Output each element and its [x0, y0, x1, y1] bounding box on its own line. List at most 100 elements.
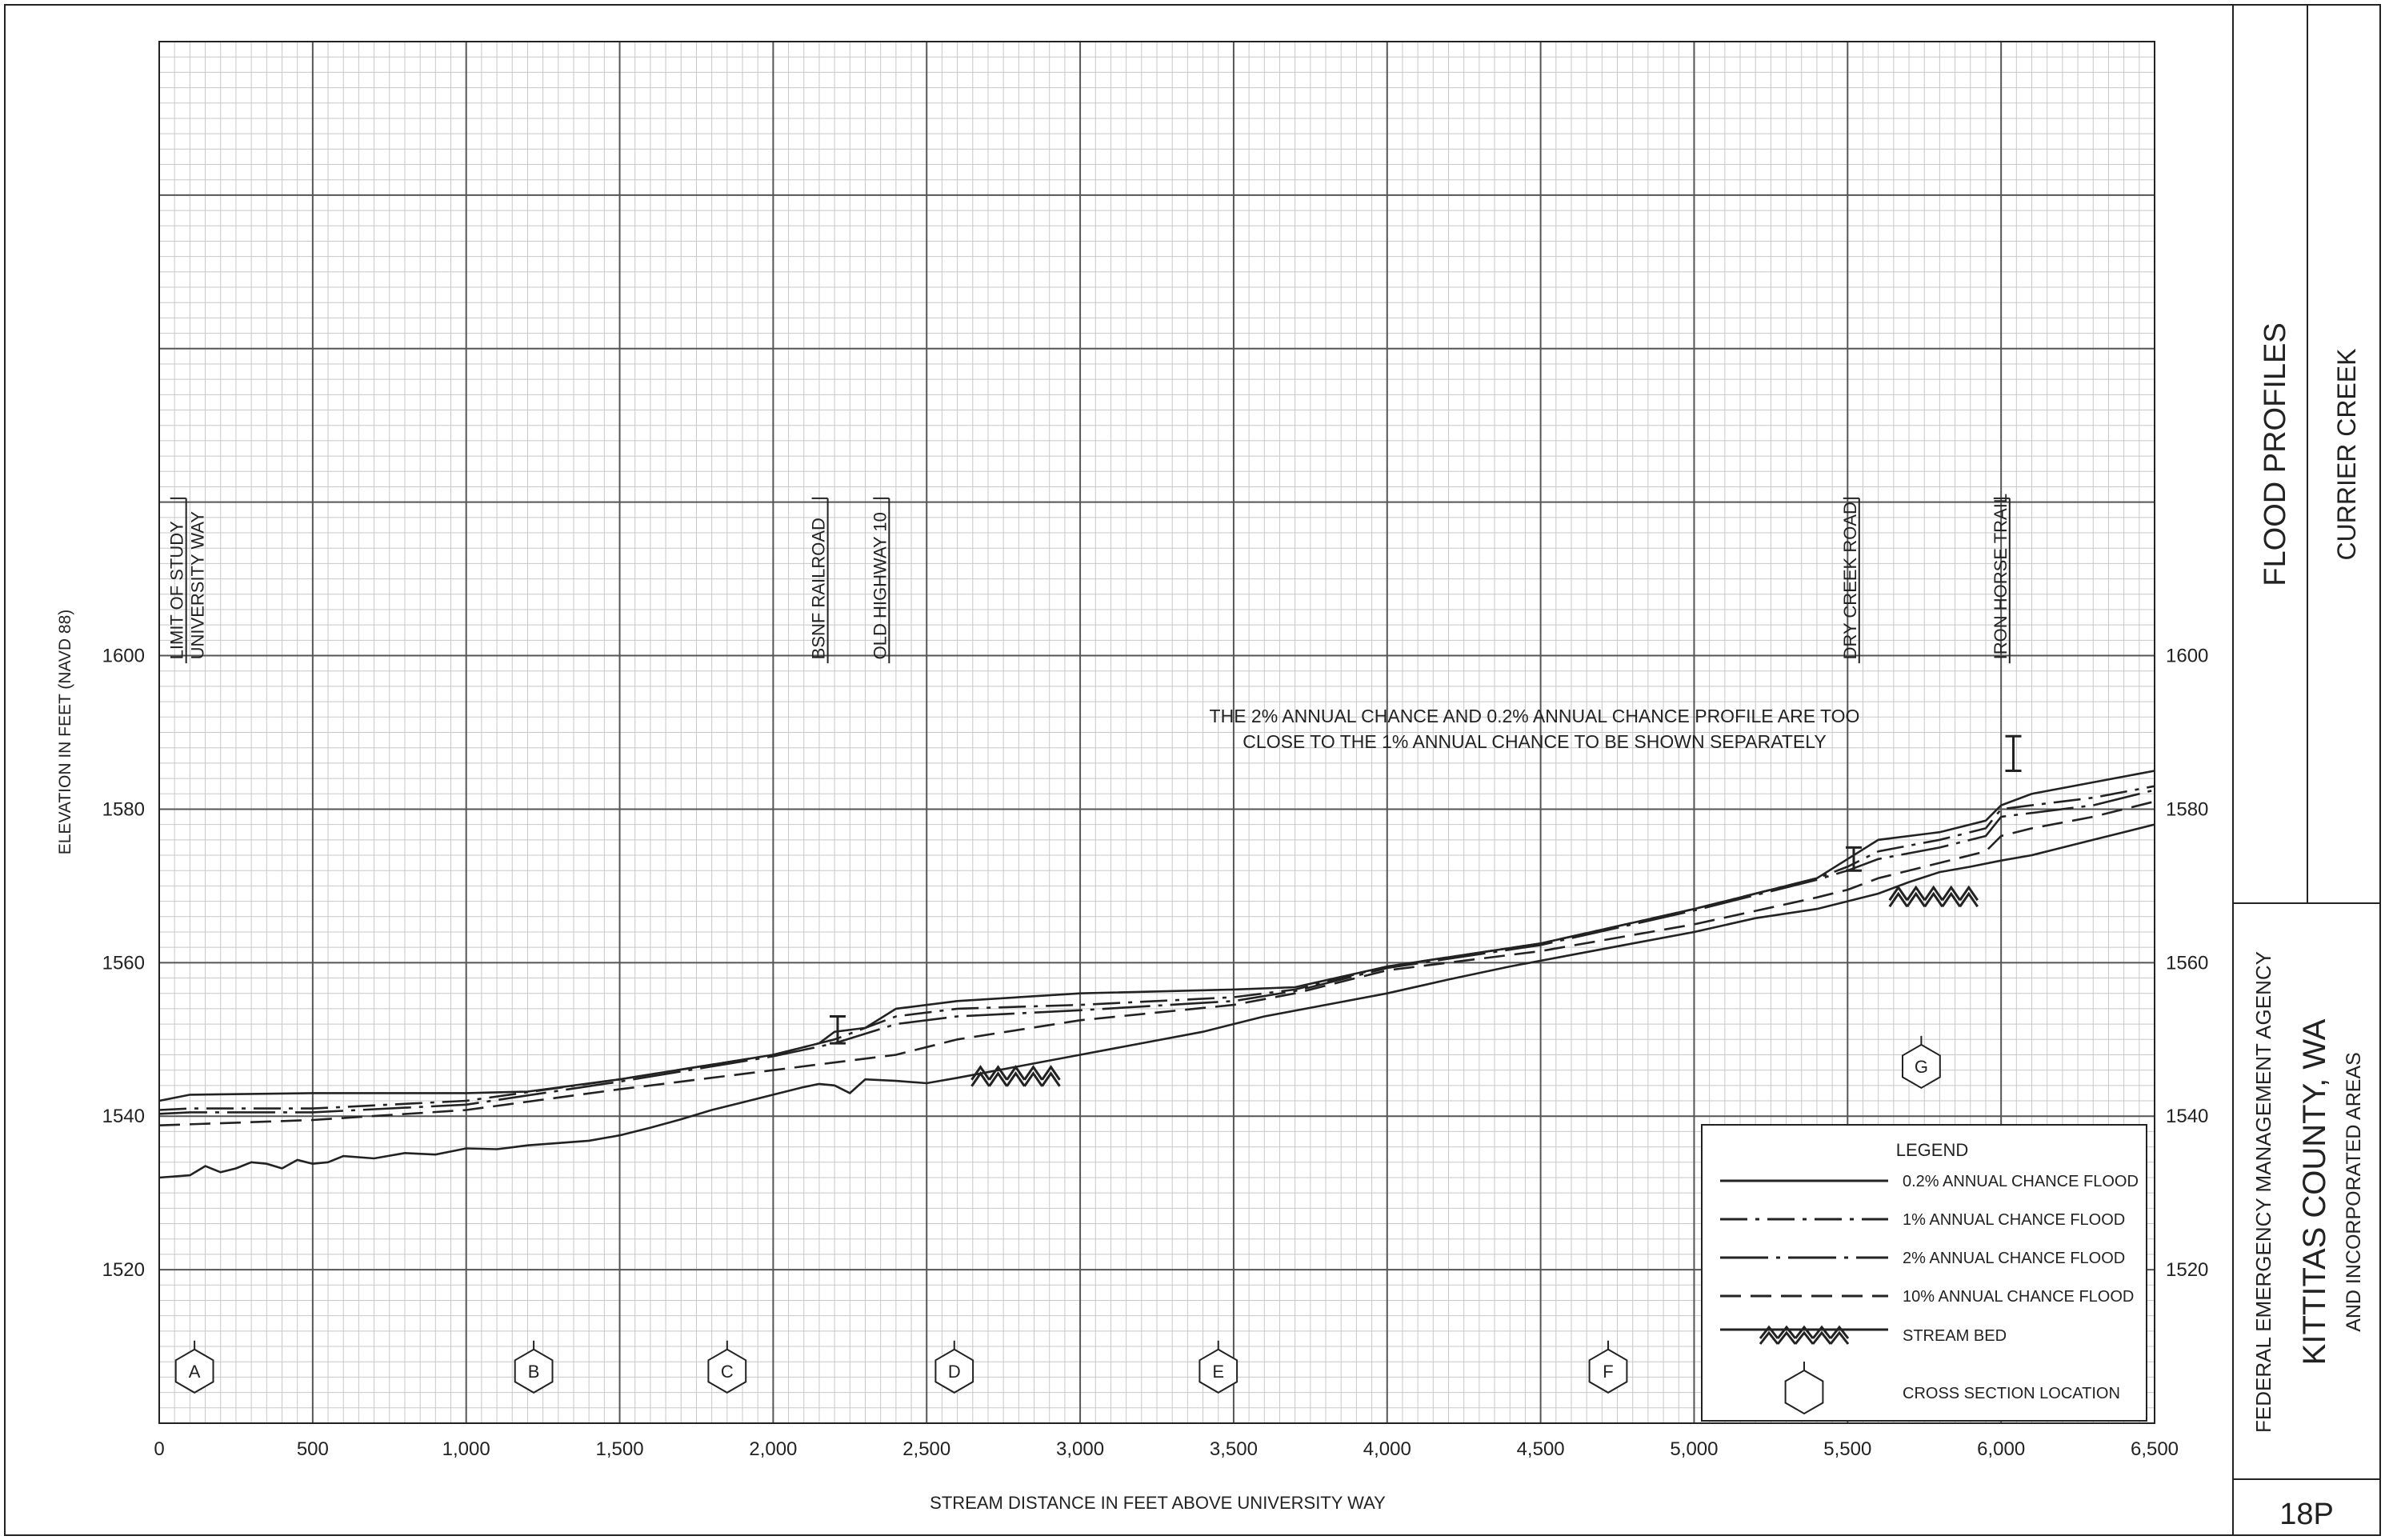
- structure-label: BSNF RAILROAD: [809, 518, 829, 659]
- y-tick-label: 1520: [102, 1259, 145, 1281]
- elevation-markers: [829, 734, 2022, 1045]
- incorporated-areas: AND INCORPORATED AREAS: [2343, 1052, 2365, 1332]
- structure-label: OLD HIGHWAY 10: [870, 512, 890, 659]
- elevation-marker-iron-horse: [2005, 734, 2022, 772]
- y-tick-label-right: 1540: [2166, 1106, 2208, 1127]
- stream-name: CURRIER CREEK: [2332, 349, 2361, 561]
- cross-section-c: C: [707, 1340, 747, 1394]
- cross-section-hexagon: [1588, 1348, 1628, 1394]
- legend-label: 0.2% ANNUAL CHANCE FLOOD: [1903, 1173, 2139, 1190]
- sheet-title: FLOOD PROFILES: [2259, 322, 2292, 586]
- legend-item-5: STREAM BED: [1720, 1325, 2007, 1345]
- cross-section-label: B: [528, 1362, 540, 1382]
- y-tick-labels-left: 1520 1540 1560 1580 1600: [102, 646, 145, 1282]
- y-tick-label: 1540: [102, 1106, 145, 1127]
- cross-section-hexagon: [1902, 1043, 1941, 1090]
- legend-title: LEGEND: [1896, 1140, 1968, 1160]
- x-tick-label: 3,500: [1210, 1438, 1258, 1460]
- cross-section-label: F: [1603, 1362, 1613, 1382]
- legend-label: 1% ANNUAL CHANCE FLOOD: [1903, 1211, 2125, 1229]
- structure-limit-of-study: LIMIT OF STUDY UNIVERSITY WAY: [167, 497, 208, 664]
- cross-section-hexagon: [707, 1348, 747, 1394]
- x-tick-labels: 0 500 1,000 1,500 2,000 2,500 3,000 3,500 4,000 4…: [154, 1438, 2179, 1460]
- y-tick-label-right: 1600: [2166, 646, 2208, 667]
- cross-section-markers: A B C D E F G: [174, 1035, 1941, 1394]
- profile-series: [158, 770, 2155, 1179]
- legend: LEGEND 0.2% ANNUAL CHANCE FLOOD 1% ANNUAL…: [1701, 1124, 2147, 1422]
- y-tick-label: 1600: [102, 646, 145, 667]
- cross-section-hexagon: [1199, 1348, 1239, 1394]
- stream-bed-symbol-d: [970, 1065, 1061, 1087]
- x-tick-label: 5,000: [1670, 1438, 1718, 1460]
- x-tick-label: 5,500: [1823, 1438, 1871, 1460]
- y-tick-label-right: 1560: [2166, 952, 2208, 974]
- legend-item-2: 1% ANNUAL CHANCE FLOOD: [1720, 1211, 2125, 1229]
- cross-section-b: B: [514, 1340, 554, 1394]
- cross-section-hexagon: [514, 1348, 554, 1394]
- legend-label: 10% ANNUAL CHANCE FLOOD: [1903, 1288, 2134, 1306]
- legend-label: CROSS SECTION LOCATION: [1903, 1385, 2120, 1402]
- stream-bed-symbols: [970, 885, 1979, 1087]
- x-tick-label: 6,000: [1977, 1438, 2025, 1460]
- structure-markers: LIMIT OF STUDY UNIVERSITY WAY BSNF RAILROA…: [167, 494, 2011, 664]
- series-1-annual-chance-flood: [158, 785, 2155, 1111]
- x-tick-label: 2,000: [749, 1438, 797, 1460]
- plot-frame: [158, 41, 2155, 1424]
- cross-section-g: G: [1902, 1035, 1941, 1090]
- x-tick-label: 500: [297, 1438, 329, 1460]
- legend-item-4: 10% ANNUAL CHANCE FLOOD: [1720, 1288, 2134, 1306]
- x-tick-label: 6,500: [2131, 1438, 2179, 1460]
- x-tick-label: 2,500: [902, 1438, 950, 1460]
- county-name: KITTITAS COUNTY, WA: [2297, 1018, 2332, 1365]
- cross-section-label: C: [721, 1362, 734, 1382]
- cross-section-label: G: [1915, 1057, 1928, 1077]
- title-block: FLOOD PROFILES CURRIER CREEK FEDERAL EME…: [2232, 5, 2380, 1535]
- y-tick-label-right: 1520: [2166, 1259, 2208, 1281]
- y-tick-labels-right: 1520 1540 1560 1580 1600: [2166, 646, 2208, 1282]
- x-tick-label: 0: [154, 1438, 164, 1460]
- sheet-border: [4, 4, 2381, 1536]
- legend-swatch-hatch: [1759, 1325, 1850, 1345]
- legend-item-6: CROSS SECTION LOCATION: [1784, 1362, 2120, 1415]
- legend-item-3: 2% ANNUAL CHANCE FLOOD: [1720, 1250, 2125, 1267]
- cross-section-d: D: [934, 1340, 974, 1394]
- elevation-marker-dry-creek: [1845, 846, 1862, 872]
- cross-section-hexagon: [934, 1348, 974, 1394]
- series-10-annual-chance-flood: [158, 800, 2155, 1126]
- annotation-line-2: CLOSE TO THE 1% ANNUAL CHANCE TO BE SHOW…: [1243, 731, 1826, 752]
- cross-section-a: A: [174, 1340, 214, 1394]
- cross-section-label: D: [948, 1362, 961, 1382]
- agency-name: FEDERAL EMERGENCY MANAGEMENT AGENCY: [2251, 951, 2275, 1433]
- cross-section-f: F: [1588, 1340, 1628, 1394]
- cross-section-label: E: [1212, 1362, 1224, 1382]
- annotation-line-1: THE 2% ANNUAL CHANCE AND 0.2% ANNUAL CHA…: [1210, 706, 1860, 726]
- structure-iron-horse-trail: IRON HORSE TRAIL: [1991, 494, 2011, 664]
- stream-bed-hatch-mark: [970, 1065, 1061, 1087]
- structure-old-highway-10: OLD HIGHWAY 10: [870, 497, 890, 664]
- cross-section-label: A: [189, 1362, 201, 1382]
- x-tick-label: 1,000: [442, 1438, 490, 1460]
- structure-label: IRON HORSE TRAIL: [1991, 494, 2011, 659]
- series-2-annual-chance-flood: [158, 789, 2155, 1115]
- cross-section-hexagon: [174, 1348, 214, 1394]
- structure-bsnf-railroad: BSNF RAILROAD: [809, 497, 829, 664]
- x-axis-label: STREAM DISTANCE IN FEET ABOVE UNIVERSITY…: [930, 1493, 1386, 1513]
- legend-label: 2% ANNUAL CHANCE FLOOD: [1903, 1250, 2125, 1267]
- legend-item-1: 0.2% ANNUAL CHANCE FLOOD: [1720, 1173, 2139, 1190]
- legend-swatch-hexagon: [1784, 1369, 1824, 1415]
- cross-section-e: E: [1199, 1340, 1239, 1394]
- stream-bed-symbol-g: [1888, 885, 1979, 908]
- y-tick-label: 1560: [102, 952, 145, 974]
- x-tick-label: 4,000: [1363, 1438, 1411, 1460]
- legend-box: [1701, 1124, 2147, 1422]
- panel-number: 18P: [2279, 1498, 2334, 1531]
- elevation-marker-bsnf: [829, 1014, 846, 1045]
- structure-dry-creek-road: DRY CREEK ROAD: [1840, 497, 1860, 664]
- y-tick-label: 1580: [102, 798, 145, 820]
- x-tick-label: 3,000: [1056, 1438, 1104, 1460]
- structure-label: UNIVERSITY WAY: [188, 511, 208, 660]
- y-tick-label-right: 1580: [2166, 798, 2208, 820]
- structure-label: LIMIT OF STUDY: [167, 521, 187, 659]
- stream-bed-hatch-mark: [1888, 885, 1979, 908]
